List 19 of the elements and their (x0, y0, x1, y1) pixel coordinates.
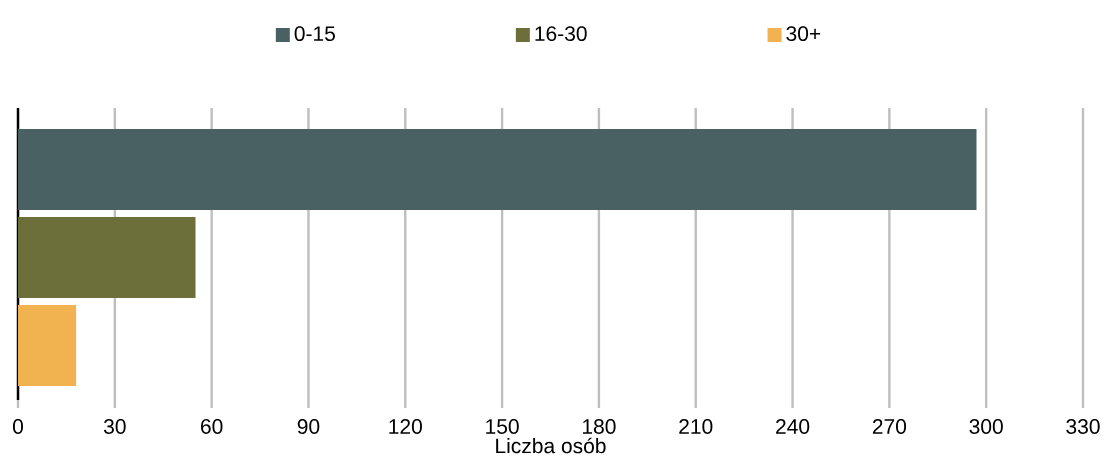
x-tick-label: 240 (776, 419, 810, 434)
x-tick-label: 210 (679, 419, 713, 434)
x-tick-label: 180 (582, 419, 616, 434)
legend-label: 16-30 (535, 26, 587, 42)
x-tick-label: 330 (1066, 419, 1100, 434)
bar (18, 129, 977, 211)
legend-label: 0-15 (294, 26, 335, 42)
x-tick-label: 150 (486, 419, 519, 434)
x-tick-label: 270 (872, 419, 907, 434)
x-axis-title: Liczba osób (496, 437, 606, 454)
x-tick-label: 300 (969, 419, 1003, 434)
bar (18, 305, 77, 386)
x-tick-label: 30 (103, 419, 126, 434)
x-tick-label: 120 (389, 419, 422, 434)
x-tick-label: 90 (297, 419, 320, 434)
legend-label: 30+ (786, 26, 821, 42)
bar (18, 217, 196, 298)
x-tick-label: 60 (201, 419, 223, 434)
x-tick-label: 0 (12, 419, 24, 434)
